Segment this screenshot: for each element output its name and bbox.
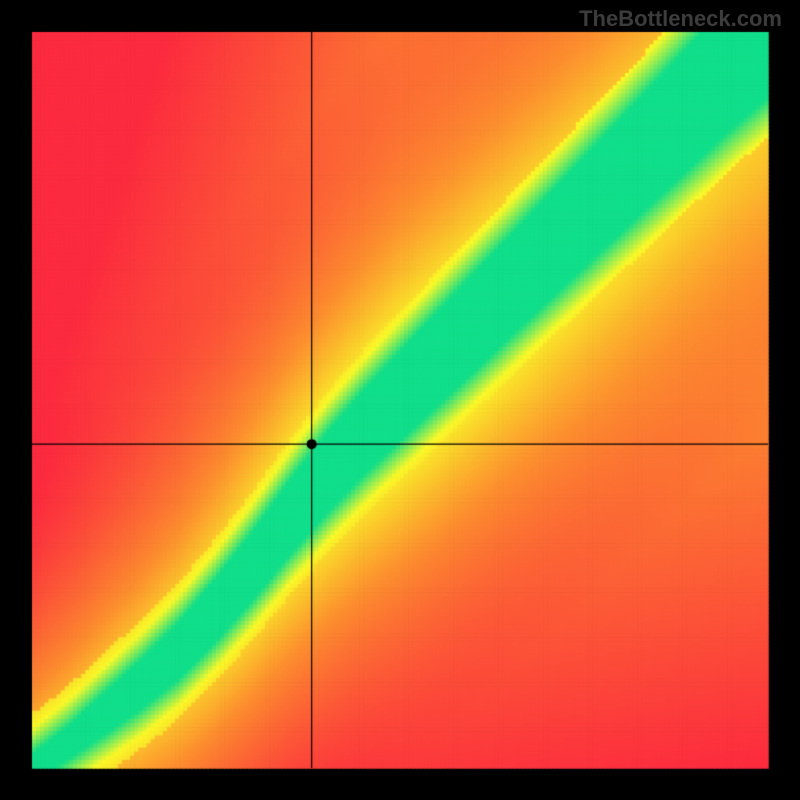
watermark-text: TheBottleneck.com xyxy=(579,6,782,32)
chart-container: TheBottleneck.com xyxy=(0,0,800,800)
bottleneck-heatmap xyxy=(0,0,800,800)
